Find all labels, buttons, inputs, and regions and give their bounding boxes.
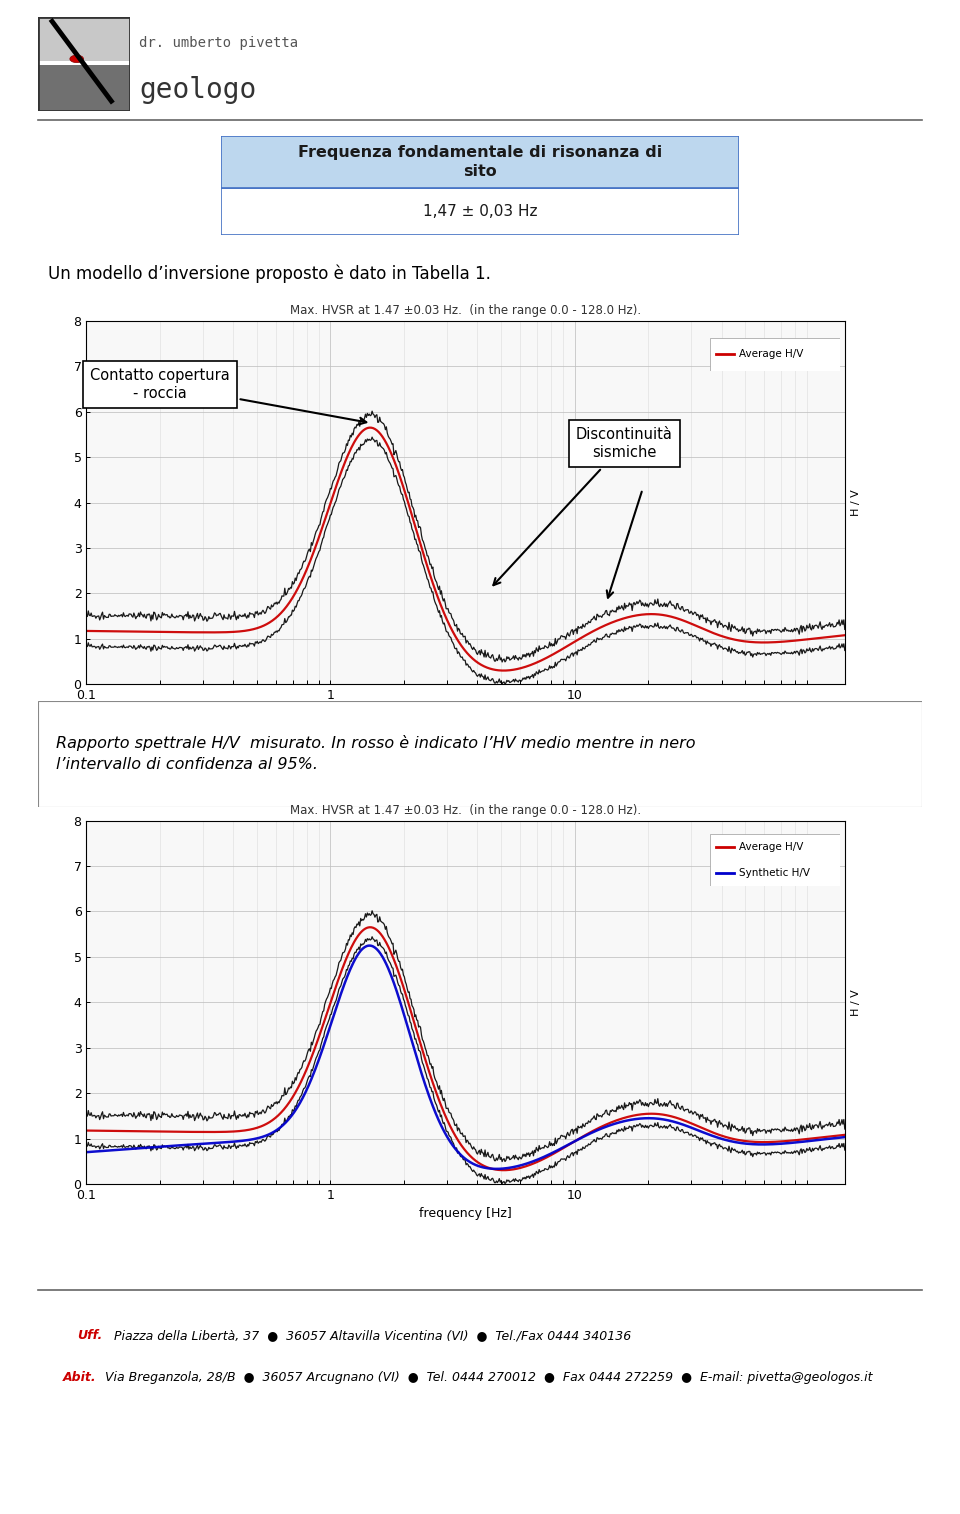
Text: 1,47 ± 0,03 Hz: 1,47 ± 0,03 Hz	[422, 204, 538, 218]
Title: Max. HVSR at 1.47 ±0.03 Hz.  (in the range 0.0 - 128.0 Hz).: Max. HVSR at 1.47 ±0.03 Hz. (in the rang…	[290, 804, 641, 816]
Text: Frequenza fondamentale di risonanza di
sito: Frequenza fondamentale di risonanza di s…	[298, 145, 662, 179]
Text: Via Breganzola, 28/B  ●  36057 Arcugnano (VI)  ●  Tel. 0444 270012  ●  Fax 0444 : Via Breganzola, 28/B ● 36057 Arcugnano (…	[101, 1372, 873, 1384]
Bar	[38, 17, 130, 62]
Bar	[38, 61, 130, 65]
X-axis label: frequency [Hz]: frequency [Hz]	[420, 1207, 512, 1220]
Text: H / V: H / V	[852, 489, 861, 516]
Bar	[221, 188, 739, 235]
Text: Uff.: Uff.	[77, 1329, 102, 1341]
Text: Average H/V: Average H/V	[739, 350, 804, 359]
Text: Contatto copertura
- roccia: Contatto copertura - roccia	[90, 368, 367, 424]
Text: Piazza della Libertà, 37  ●  36057 Altavilla Vicentina (VI)  ●  Tel./Fax 0444 34: Piazza della Libertà, 37 ● 36057 Altavil…	[110, 1329, 632, 1341]
Text: geologo: geologo	[139, 76, 256, 104]
Text: dr. umberto pivetta: dr. umberto pivetta	[139, 36, 299, 50]
Bar	[221, 136, 739, 188]
Text: Discontinuità
sismiche: Discontinuità sismiche	[493, 427, 673, 586]
Title: Max. HVSR at 1.47 ±0.03 Hz.  (in the range 0.0 - 128.0 Hz).: Max. HVSR at 1.47 ±0.03 Hz. (in the rang…	[290, 304, 641, 316]
Text: Average H/V: Average H/V	[739, 842, 804, 852]
Ellipse shape	[70, 55, 84, 62]
Text: Rapporto spettrale H/V  misurato. In rosso è indicato l’HV medio mentre in nero
: Rapporto spettrale H/V misurato. In ross…	[56, 736, 696, 772]
Text: Synthetic H/V: Synthetic H/V	[739, 868, 810, 878]
X-axis label: frequency [Hz]: frequency [Hz]	[420, 707, 512, 721]
Text: H / V: H / V	[852, 989, 861, 1016]
Bar	[38, 62, 130, 111]
Text: Abit.: Abit.	[62, 1372, 96, 1384]
Text: Un modello d’inversione proposto è dato in Tabella 1.: Un modello d’inversione proposto è dato …	[48, 265, 491, 283]
